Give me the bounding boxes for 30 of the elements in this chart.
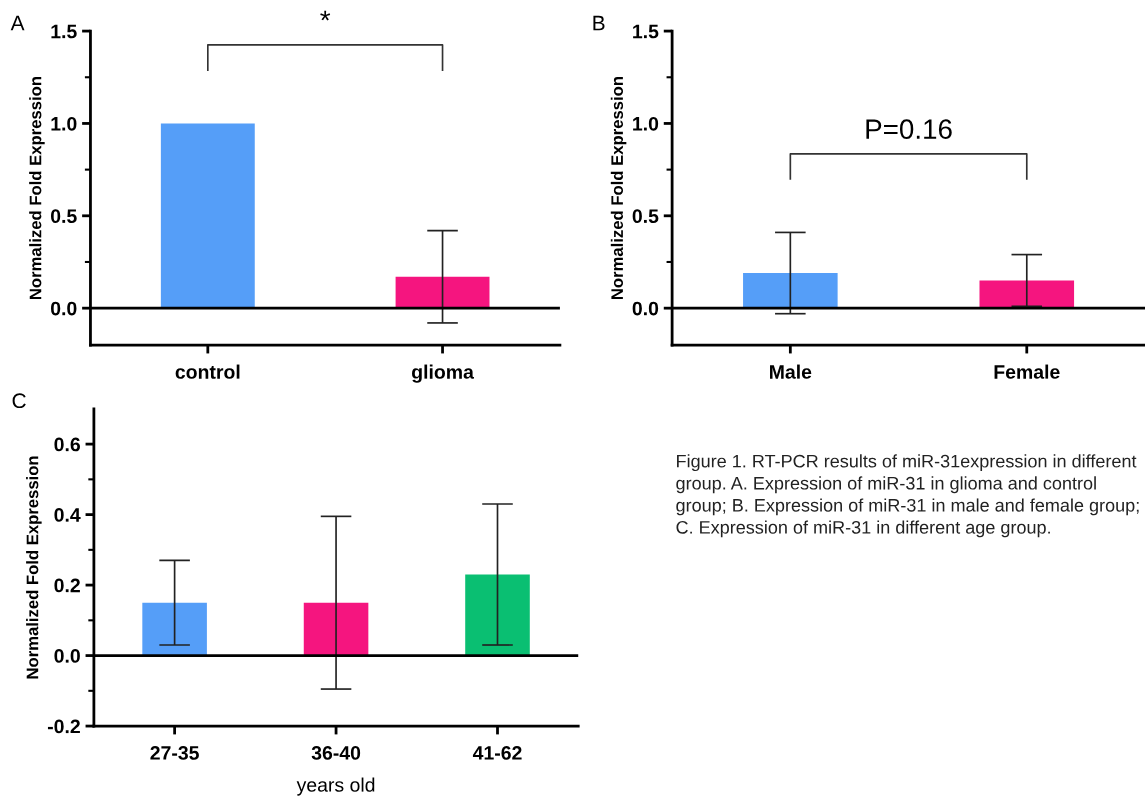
y-axis-title: Normalized Fold Expression (26, 456, 42, 679)
x-tick-label: 36-40 (311, 746, 361, 760)
x-tick-label: 27-35 (150, 746, 199, 760)
y-tick-label: 1.5 (51, 24, 77, 39)
chart-title: C (12, 393, 26, 409)
y-tick-label: 1.0 (51, 116, 77, 131)
x-tick-label: glioma (412, 364, 474, 383)
x-tick-label: control (175, 364, 240, 379)
y-tick-label: 0.6 (54, 437, 80, 452)
y-tick-label: 1.0 (633, 116, 659, 131)
x-tick-label: Female (994, 364, 1060, 379)
y-tick-label: 0.0 (51, 301, 77, 316)
y-tick-label: -0.2 (47, 719, 80, 734)
x-tick-label: 41-62 (472, 746, 522, 760)
y-tick-label: 0.0 (632, 301, 659, 316)
x-tick-label: Male (770, 364, 812, 379)
chart-title: A (10, 15, 25, 31)
y-tick-label: 0.5 (632, 209, 659, 224)
text: * (320, 10, 331, 21)
y-axis-title: Normalized Fold Expression (610, 77, 627, 300)
y-tick-label: 1.5 (633, 24, 659, 39)
y-tick-label: 0.5 (51, 209, 77, 224)
y-axis-title: Normalized Fold Expression (29, 77, 45, 300)
y-tick-label: 0.0 (54, 649, 80, 663)
annotation: P=0.16 (866, 119, 952, 140)
y-tick-label: 0.4 (54, 508, 81, 522)
caption: Figure 1. RT-PCR results of miR-31expression in different group. A. Expression of miR-31 in glioma and control group; B. Expression of miR-31 in male and female group; C. Expression of miR-31 in different age group. (676, 454, 1139, 538)
chart-title: B (593, 15, 605, 31)
y-tick-label: 0.2 (54, 578, 80, 593)
x-axis-title: years old (296, 777, 375, 796)
